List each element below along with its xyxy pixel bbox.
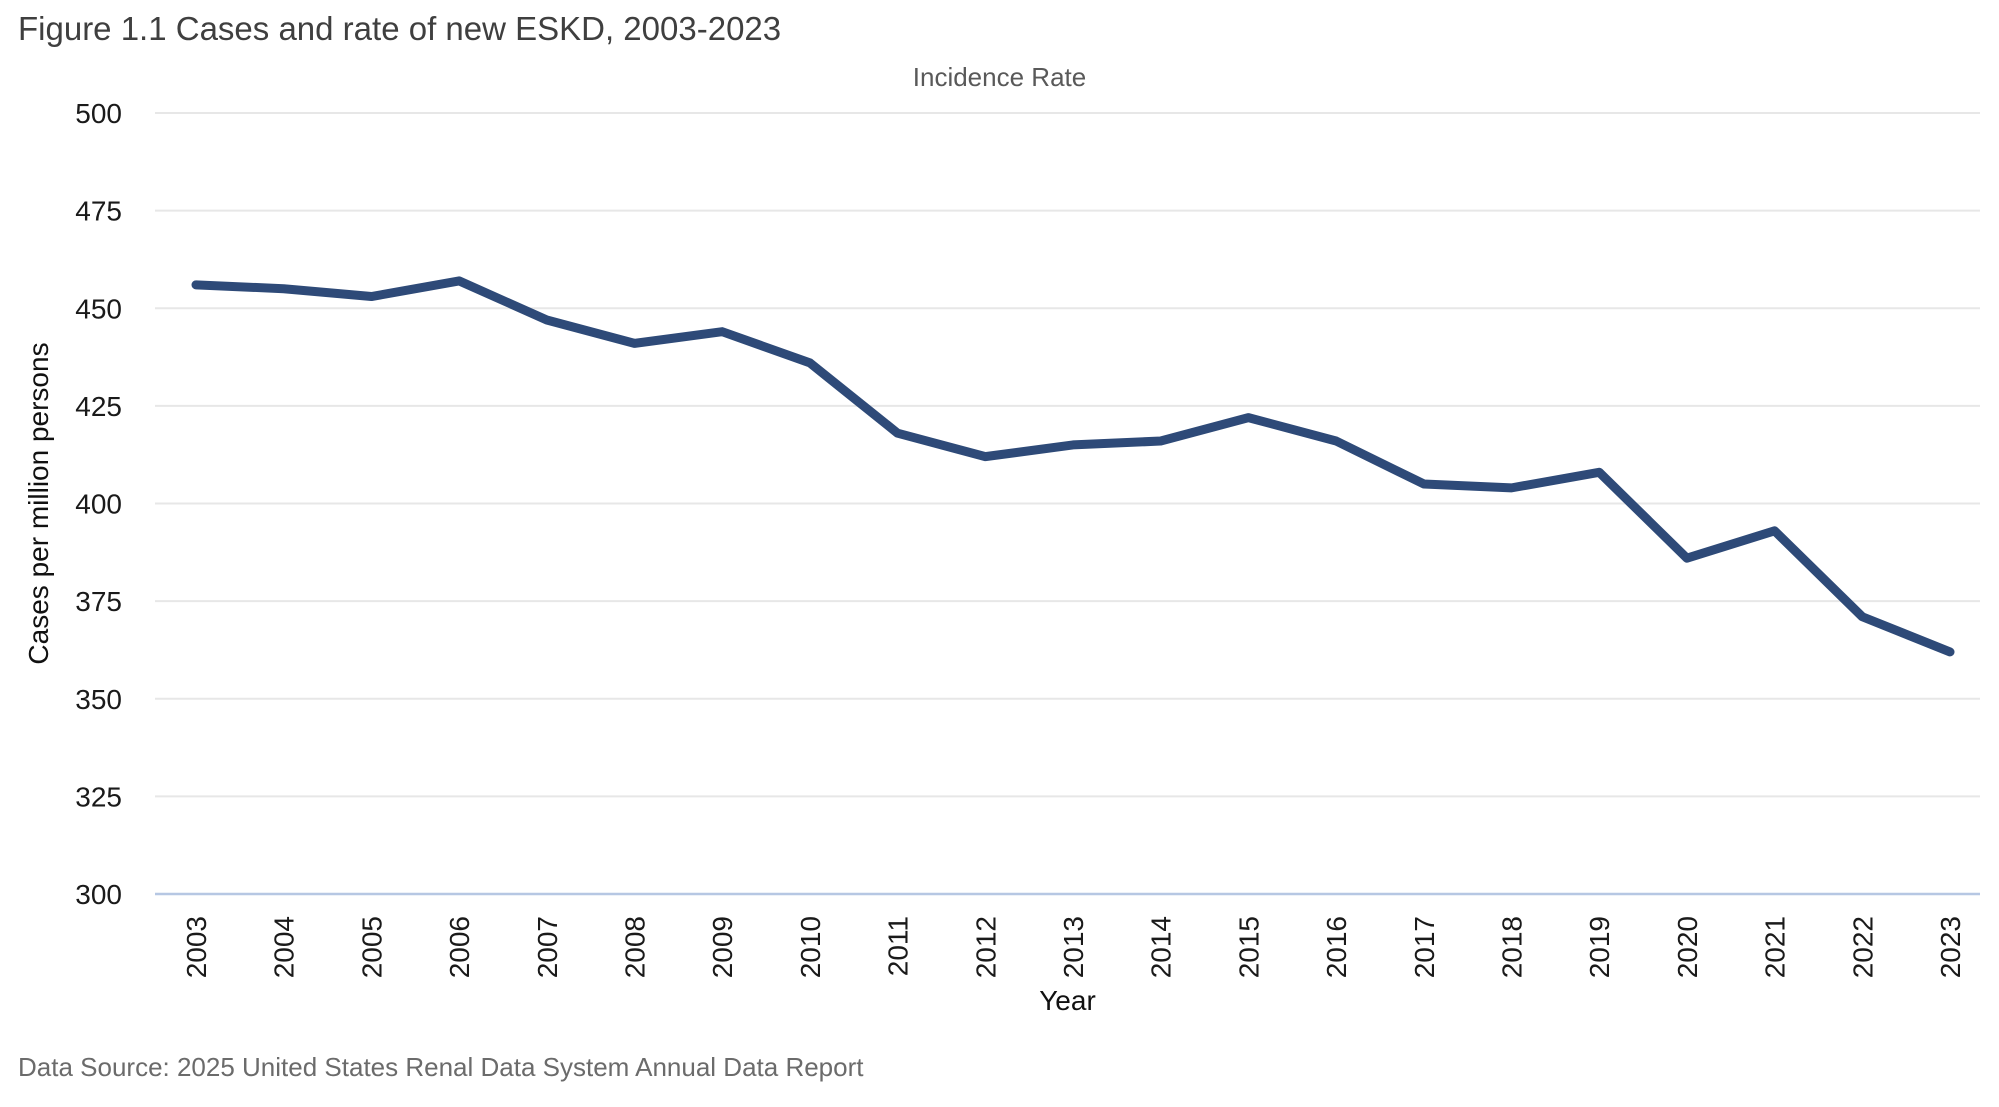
x-tick-label-2020: 2020 [1672,916,1703,978]
y-tick-label-400: 400 [75,489,122,520]
y-tick-label-325: 325 [75,781,122,812]
x-axis-title: Year [1039,985,1096,1016]
x-tick-label-2009: 2009 [707,916,738,978]
x-tick-label-2013: 2013 [1058,916,1089,978]
chart-subtitle: Incidence Rate [912,62,1087,92]
x-tick-label-2005: 2005 [356,916,387,978]
y-tick-label-450: 450 [75,293,122,324]
x-tick-label-2023: 2023 [1935,916,1966,978]
x-tick-label-2006: 2006 [444,916,475,978]
incidence-rate-series-line [191,276,1955,657]
y-tick-label-500: 500 [75,98,122,129]
x-tick-label-2021: 2021 [1760,916,1791,978]
y-tick-label-425: 425 [75,391,122,422]
gridlines [155,112,1980,798]
x-tick-label-2010: 2010 [795,916,826,978]
y-tick-label-350: 350 [75,684,122,715]
x-tick-label-2016: 2016 [1321,916,1352,978]
x-tick-label-2007: 2007 [532,916,563,978]
x-tick-label-2017: 2017 [1409,916,1440,978]
y-tick-label-475: 475 [75,196,122,227]
x-axis-tick-labels: 2003 2004 2005 2006 2007 2008 2009 2010 2011 2012… [181,916,1966,978]
figure-title: Figure 1.1 Cases and rate of new ESKD, 2… [18,10,782,47]
x-tick-label-2008: 2008 [620,916,651,978]
y-axis-title: Cases per million persons [23,342,54,664]
x-tick-label-2019: 2019 [1584,916,1615,978]
x-tick-label-2012: 2012 [970,916,1001,978]
x-tick-label-2003: 2003 [181,916,212,978]
x-tick-label-2015: 2015 [1233,916,1264,978]
x-tick-label-2011: 2011 [883,916,914,976]
y-tick-label-300: 300 [75,879,122,910]
x-tick-label-2014: 2014 [1146,916,1177,978]
y-tick-label-375: 375 [75,586,122,617]
y-axis-tick-labels: 300 325 350 375 400 425 450 475 500 [75,98,122,910]
x-tick-label-2018: 2018 [1497,916,1528,978]
data-source-note: Data Source: 2025 United States Renal Da… [18,1052,864,1082]
x-tick-label-2022: 2022 [1847,916,1878,978]
x-tick-label-2004: 2004 [269,916,300,978]
